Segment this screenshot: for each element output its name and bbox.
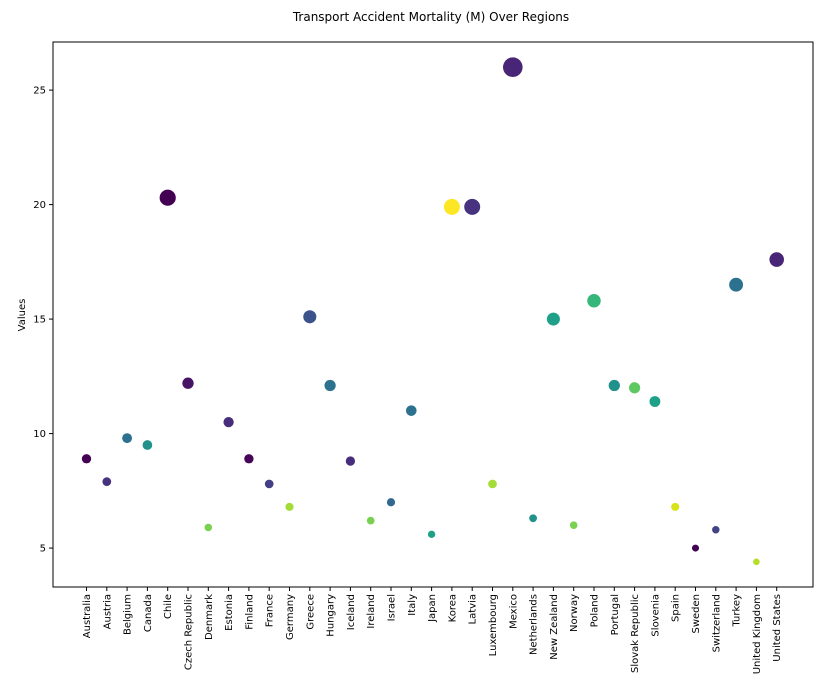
x-tick-label: Norway [569, 594, 580, 632]
x-tick-label: Hungary [326, 594, 337, 637]
x-tick-label: France [265, 594, 276, 627]
data-point [443, 198, 460, 215]
data-point [427, 530, 436, 539]
chart-title: Transport Accident Mortality (M) Over Re… [292, 10, 569, 24]
data-point [503, 57, 523, 77]
data-point [182, 377, 194, 389]
data-point [386, 498, 396, 507]
x-tick-label: Latvia [468, 594, 479, 624]
data-point [303, 310, 317, 324]
y-axis-ticks: 5 10 15 20 25 [33, 86, 53, 555]
x-tick-label: Germany [285, 594, 296, 640]
data-point [142, 440, 153, 450]
x-tick-label: Chile [163, 594, 174, 619]
data-point [712, 526, 720, 534]
x-tick-label: Switzerland [711, 594, 722, 652]
data-point [204, 523, 213, 532]
data-point [692, 544, 699, 552]
x-tick-label: Australia [82, 594, 93, 638]
data-point [366, 516, 375, 525]
data-point [671, 502, 680, 511]
data-point [81, 454, 92, 464]
x-tick-label: Denmark [204, 594, 215, 640]
y-tick-label: 25 [33, 86, 46, 97]
x-tick-label: Netherlands [529, 594, 540, 655]
x-tick-label: Austria [102, 594, 113, 629]
data-point [769, 252, 784, 267]
x-tick-label: Slovak Republic [630, 594, 641, 673]
data-point [122, 433, 133, 444]
y-axis-label: Values [17, 299, 28, 332]
data-point [729, 277, 744, 292]
data-point [488, 479, 497, 489]
data-point [285, 502, 294, 511]
data-point [345, 456, 356, 466]
y-tick-label: 20 [33, 200, 46, 211]
data-point [649, 396, 661, 407]
y-tick-label: 5 [40, 544, 46, 555]
x-tick-label: Finland [244, 594, 255, 630]
x-tick-label: Israel [387, 594, 398, 621]
x-axis-ticks: Australia Austria Belgium Canada Chile Czech … [82, 587, 783, 674]
data-points [81, 57, 784, 566]
x-tick-label: Belgium [123, 594, 134, 635]
data-point [587, 294, 601, 308]
data-point [244, 454, 254, 464]
data-point [159, 189, 176, 206]
x-tick-label: Korea [447, 594, 458, 622]
data-point [223, 416, 234, 428]
x-tick-label: United Kingdom [752, 594, 763, 674]
x-tick-label: Estonia [224, 594, 235, 631]
x-tick-label: Portugal [610, 594, 621, 635]
data-point [464, 198, 481, 215]
x-tick-label: Italy [407, 594, 418, 616]
data-point [406, 405, 417, 416]
x-tick-label: Ireland [366, 594, 377, 629]
x-tick-label: Canada [143, 594, 154, 632]
x-tick-label: United States [772, 594, 783, 662]
x-tick-label: Mexico [508, 594, 519, 629]
x-tick-label: Greece [305, 594, 316, 630]
data-point [569, 521, 578, 529]
data-point [608, 379, 620, 392]
data-point [102, 477, 112, 487]
x-tick-label: Turkey [732, 594, 743, 628]
data-point [629, 382, 641, 394]
x-tick-label: Poland [590, 594, 601, 627]
x-tick-label: Slovenia [650, 594, 661, 637]
data-point [546, 312, 560, 326]
plot-area-frame [52, 41, 814, 588]
x-tick-label: Spain [671, 594, 682, 622]
x-tick-label: Luxembourg [488, 594, 499, 656]
y-tick-label: 10 [33, 429, 46, 440]
x-tick-label: Sweden [691, 594, 702, 634]
x-tick-label: Iceland [346, 594, 357, 630]
x-tick-label: Japan [427, 594, 438, 623]
data-point [324, 379, 336, 392]
x-tick-label: New Zealand [549, 594, 560, 660]
data-point [753, 558, 760, 566]
data-point [529, 514, 537, 523]
y-tick-label: 15 [33, 315, 46, 326]
data-point [264, 479, 274, 489]
x-tick-label: Czech Republic [184, 594, 195, 670]
